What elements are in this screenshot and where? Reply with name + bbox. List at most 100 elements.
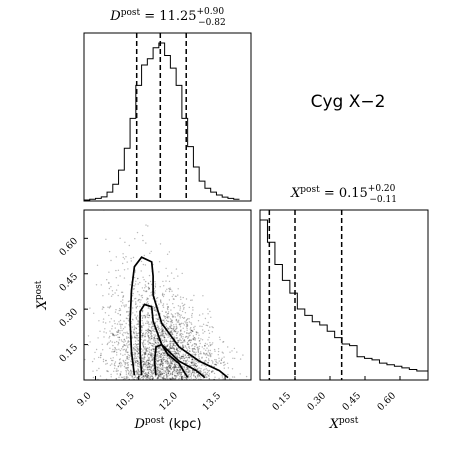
scatter-point xyxy=(143,368,145,371)
scatter-point xyxy=(229,378,231,380)
scatter-point xyxy=(174,366,176,368)
scatter-point xyxy=(190,332,192,334)
scatter-point xyxy=(141,325,143,327)
scatter-point xyxy=(130,260,132,262)
scatter-point xyxy=(122,295,125,297)
scatter-point xyxy=(134,343,137,345)
scatter-point xyxy=(149,368,151,370)
joint-x-label: Dpost (kpc) xyxy=(133,416,201,432)
scatter-point xyxy=(132,300,134,302)
scatter-point xyxy=(148,358,150,360)
scatter-point xyxy=(160,302,162,304)
scatter-point xyxy=(182,341,184,343)
scatter-point xyxy=(206,376,208,379)
scatter-point xyxy=(108,282,110,285)
scatter-point xyxy=(150,335,152,338)
scatter-point xyxy=(166,358,168,360)
scatter-point xyxy=(146,361,148,363)
scatter-point xyxy=(184,376,186,378)
scatter-point xyxy=(114,350,116,352)
scatter-point xyxy=(207,349,210,351)
scatter-point xyxy=(169,348,171,350)
scatter-point xyxy=(147,374,150,377)
scatter-point xyxy=(266,374,267,375)
scatter-point xyxy=(162,358,164,360)
scatter-point xyxy=(150,330,152,332)
scatter-point xyxy=(168,357,171,359)
scatter-point xyxy=(149,337,151,339)
scatter-point xyxy=(156,366,159,369)
scatter-point xyxy=(174,352,177,355)
scatter-point xyxy=(142,370,144,373)
scatter-point xyxy=(206,376,208,378)
scatter-point xyxy=(176,349,178,351)
scatter-point xyxy=(118,376,120,378)
y-tick-label: 0.15 xyxy=(57,342,80,365)
scatter-point xyxy=(170,360,172,363)
scatter-point xyxy=(170,327,173,330)
scatter-point xyxy=(191,358,194,360)
scatter-point xyxy=(145,322,147,325)
scatter-point xyxy=(191,348,193,350)
scatter-point xyxy=(147,361,149,364)
scatter-point xyxy=(147,357,150,359)
scatter-point xyxy=(108,337,110,339)
scatter-point xyxy=(119,374,121,377)
d-marginal-title: Dpost = 11.25+0.90 −0.82 xyxy=(109,7,225,28)
scatter-point xyxy=(149,342,151,344)
scatter-point xyxy=(179,339,181,341)
scatter-point xyxy=(130,371,132,373)
scatter-point xyxy=(173,369,176,371)
scatter-point xyxy=(123,377,126,380)
scatter-point xyxy=(122,346,124,348)
scatter-point xyxy=(125,317,128,319)
scatter-point xyxy=(163,344,166,346)
scatter-point xyxy=(172,341,174,343)
scatter-point xyxy=(146,320,148,322)
scatter-point xyxy=(184,369,186,371)
scatter-point xyxy=(187,371,189,373)
scatter-point xyxy=(172,377,174,380)
scatter-point xyxy=(130,369,132,371)
scatter-point xyxy=(134,353,136,355)
scatter-point xyxy=(134,364,136,366)
scatter-point xyxy=(114,322,116,325)
scatter-point xyxy=(158,375,161,377)
scatter-point xyxy=(171,319,173,322)
scatter-point xyxy=(175,320,177,322)
scatter-point xyxy=(174,375,176,377)
scatter-point xyxy=(184,370,187,373)
scatter-point xyxy=(162,329,164,331)
scatter-point xyxy=(161,353,163,355)
scatter-point xyxy=(185,356,188,358)
scatter-point xyxy=(138,362,140,364)
scatter-point xyxy=(122,299,124,301)
scatter-point xyxy=(181,310,184,313)
scatter-point xyxy=(229,351,231,353)
scatter-point xyxy=(137,365,140,368)
scatter-point xyxy=(179,309,181,311)
scatter-point xyxy=(136,231,139,234)
scatter-point xyxy=(176,353,179,355)
scatter-point xyxy=(160,375,162,377)
scatter-point xyxy=(141,334,144,337)
scatter-point xyxy=(120,362,123,364)
scatter-point xyxy=(163,377,166,379)
scatter-point xyxy=(118,336,120,339)
scatter-point xyxy=(147,372,149,374)
scatter-point xyxy=(107,370,109,373)
scatter-point xyxy=(199,325,201,327)
scatter-point xyxy=(149,323,151,325)
scatter-point xyxy=(189,370,191,372)
scatter-point xyxy=(155,359,158,362)
scatter-point xyxy=(120,366,122,368)
scatter-point xyxy=(154,307,156,309)
scatter-point xyxy=(116,323,119,325)
scatter-point xyxy=(198,374,200,377)
scatter-point xyxy=(150,321,153,323)
scatter-point xyxy=(135,301,137,303)
scatter-point xyxy=(203,371,205,373)
contour-line xyxy=(139,303,206,379)
scatter-point xyxy=(105,359,107,362)
scatter-point xyxy=(102,358,105,361)
